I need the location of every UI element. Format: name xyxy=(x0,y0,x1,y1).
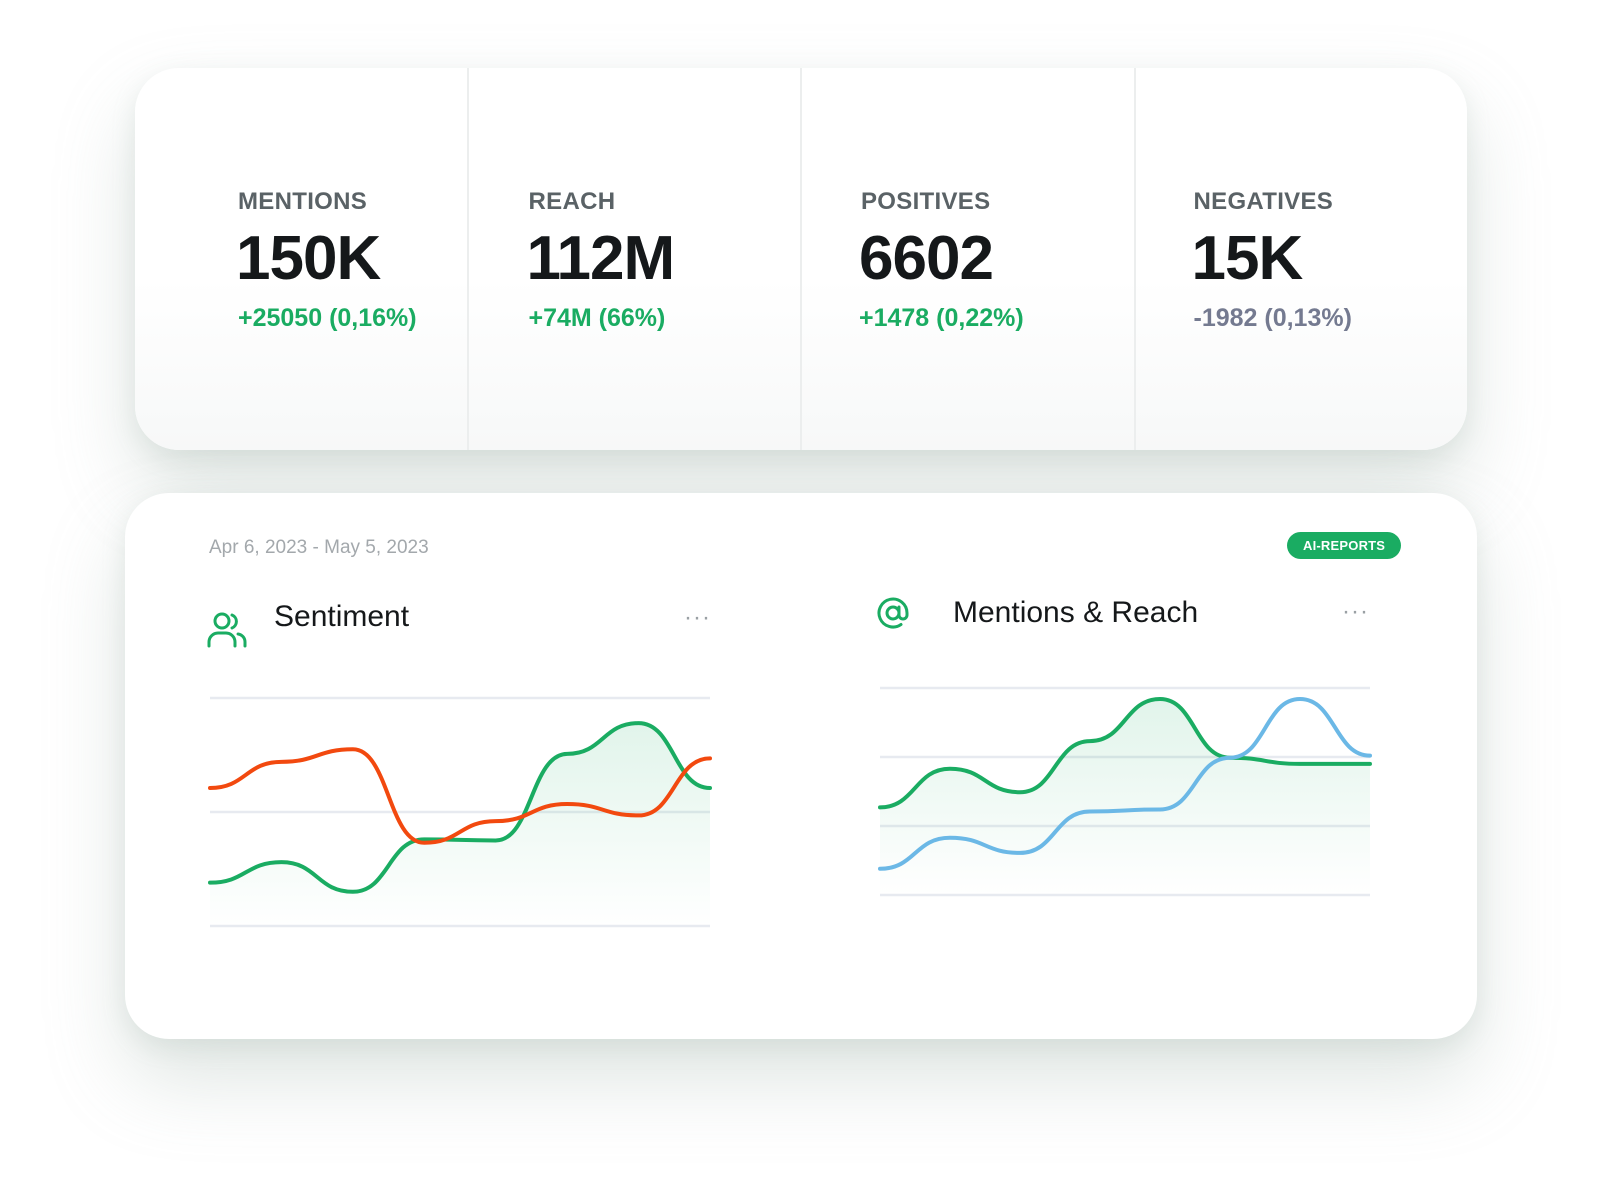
ai-reports-badge[interactable]: AI-REPORTS xyxy=(1287,532,1402,559)
charts-card: Apr 6, 2023 - May 5, 2023 AI-REPORTS Sen… xyxy=(125,493,1477,1039)
at-icon xyxy=(877,597,909,629)
stat-value: 150K xyxy=(236,224,381,293)
stat-mentions[interactable]: MENTIONS 150K +25050 (0,16%) xyxy=(135,68,467,450)
series-area xyxy=(210,723,710,926)
series-line-green xyxy=(878,697,1372,810)
stat-negatives[interactable]: NEGATIVES 15K -1982 (0,13%) xyxy=(1133,68,1468,450)
stat-change: +1478 (0,22%) xyxy=(859,304,1024,332)
sentiment-chart xyxy=(208,696,712,928)
stat-value: 6602 xyxy=(859,224,994,293)
series-line-green xyxy=(208,721,712,894)
stat-value: 112M xyxy=(526,224,676,293)
users-icon xyxy=(207,612,247,648)
stats-card: MENTIONS 150K +25050 (0,16%) REACH 112M … xyxy=(135,68,1467,450)
more-icon[interactable]: ··· xyxy=(1342,598,1369,625)
stat-label: NEGATIVES xyxy=(1193,188,1334,215)
stat-value: 15K xyxy=(1191,224,1304,293)
date-range[interactable]: Apr 6, 2023 - May 5, 2023 xyxy=(209,537,429,558)
stat-label: REACH xyxy=(528,188,616,215)
series-area xyxy=(880,699,1370,895)
stat-reach[interactable]: REACH 112M +74M (66%) xyxy=(466,68,801,450)
more-icon[interactable]: ··· xyxy=(684,604,711,631)
stat-label: POSITIVES xyxy=(861,188,991,215)
stat-positives[interactable]: POSITIVES 6602 +1478 (0,22%) xyxy=(800,68,1134,450)
sentiment-title: Sentiment xyxy=(274,600,410,633)
stat-change: -1982 (0,13%) xyxy=(1193,304,1352,332)
series-line-red xyxy=(208,747,712,845)
stat-change: +74M (66%) xyxy=(528,304,666,332)
stat-label: MENTIONS xyxy=(238,188,368,215)
series-line-blue xyxy=(878,697,1372,871)
stat-change: +25050 (0,16%) xyxy=(238,304,417,332)
mentions-reach-title: Mentions & Reach xyxy=(953,596,1199,629)
mentions-reach-chart xyxy=(878,686,1372,897)
